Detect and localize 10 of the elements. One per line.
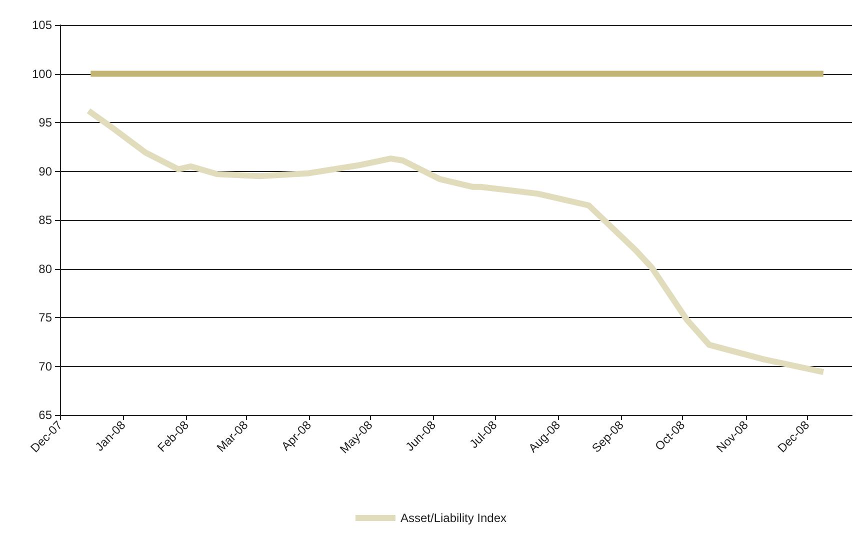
y-tick-label: 85 (38, 213, 52, 227)
y-tick-label: 90 (38, 164, 52, 178)
y-tick-label: 75 (38, 310, 52, 324)
y-tick-label: 80 (38, 262, 52, 276)
y-tick-label: 105 (32, 18, 52, 32)
y-tick-label: 100 (32, 66, 52, 81)
y-tick-label: 65 (38, 408, 52, 422)
y-tick-label: 70 (38, 359, 52, 374)
legend-label: Asset/Liability Index (400, 511, 507, 525)
y-tick-label: 95 (38, 116, 52, 130)
